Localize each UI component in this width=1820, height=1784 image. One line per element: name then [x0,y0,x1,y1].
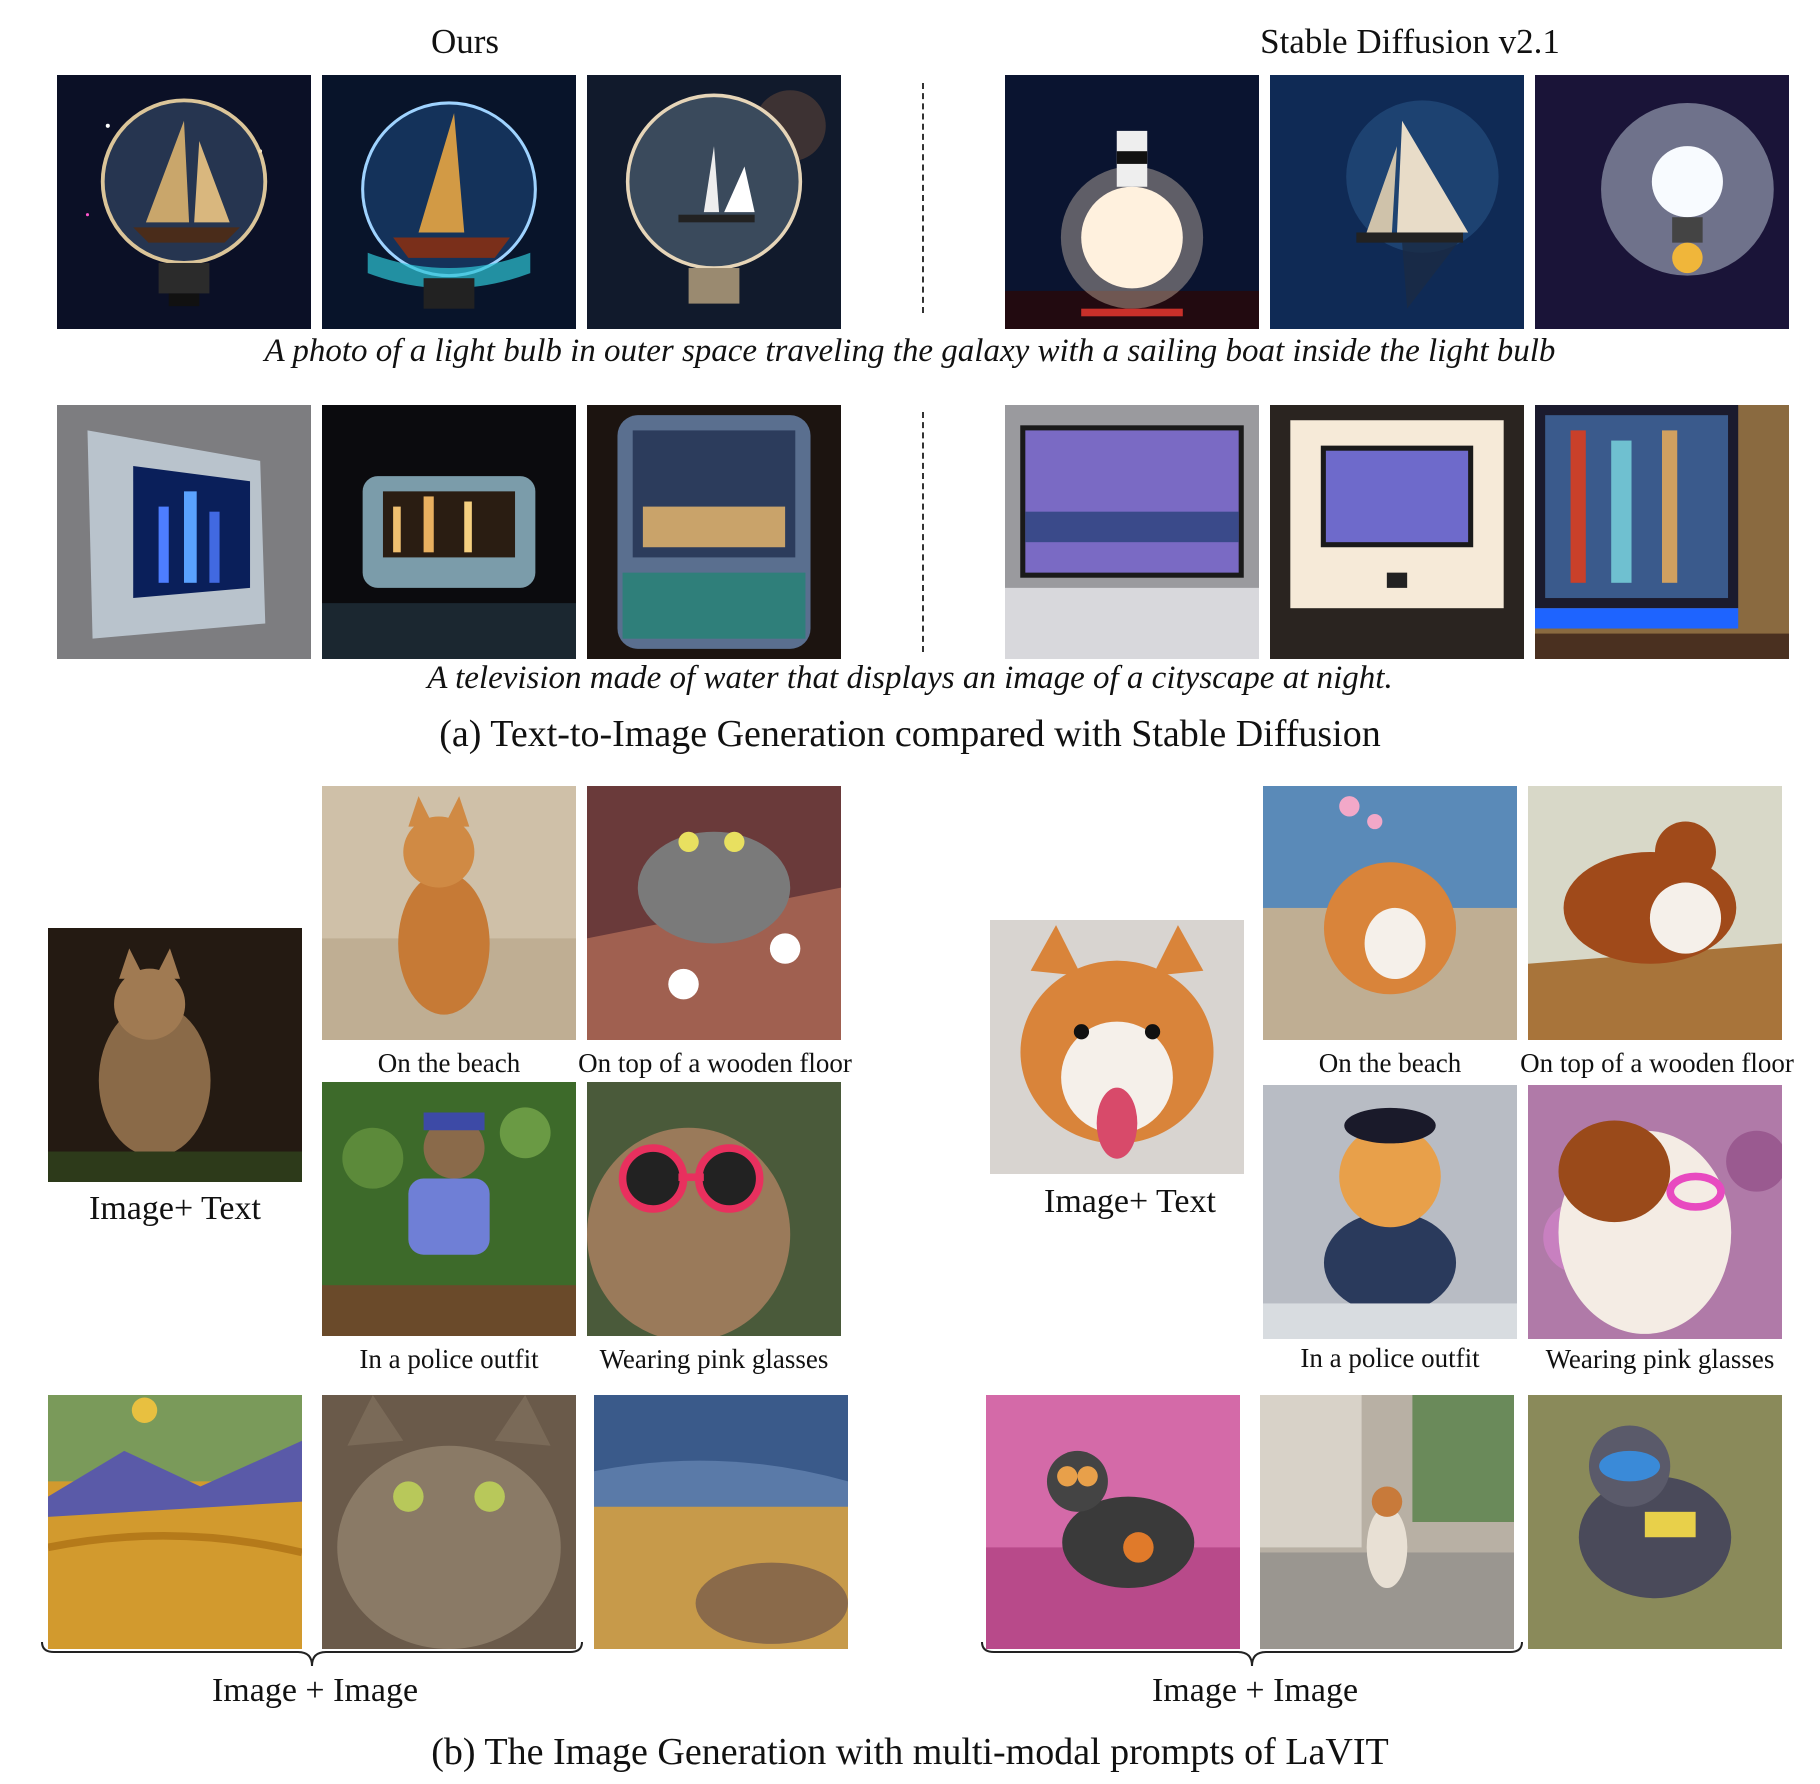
prompt-2: A television made of water that displays… [427,660,1393,696]
section-a-divider-1 [922,83,924,313]
cat-mix-input-cat [322,1395,576,1649]
prompt-1: A photo of a light bulb in outer space t… [264,333,1556,369]
dog-image-image-brace [981,1641,1523,1667]
dog-label-police: In a police outfit [1300,1343,1480,1373]
cat-wooden-floor-image [587,786,841,1040]
cat-mix-input-painting [48,1395,302,1649]
sd-tv-image-2 [1270,405,1524,659]
dog-pink-glasses-image [1528,1085,1782,1339]
ours-tv-image-1 [57,405,311,659]
cat-mix-output [594,1395,848,1649]
ours-tv-image-2 [322,405,576,659]
ours-bulb-image-1 [57,75,311,329]
sd-bulb-image-3 [1535,75,1789,329]
cat-label-police: In a police outfit [359,1344,539,1374]
caption-a: (a) Text-to-Image Generation compared wi… [439,713,1381,755]
cat-label-pink-glasses: Wearing pink glasses [599,1344,829,1374]
ours-bulb-image-3 [587,75,841,329]
cat-label-beach: On the beach [377,1048,521,1078]
cat-beach-image [322,786,576,1040]
dog-police-image [1263,1085,1517,1339]
dog-input-label: Image+ Text [1044,1183,1216,1220]
dog-label-beach: On the beach [1318,1048,1462,1078]
ours-header: Ours [430,22,500,61]
dog-wooden-floor-image [1528,786,1782,1040]
dog-input-image [990,920,1244,1174]
sd-bulb-image-2 [1270,75,1524,329]
dog-beach-image [1263,786,1517,1040]
cat-image-image-brace [41,1641,583,1667]
sd-tv-image-1 [1005,405,1259,659]
ours-tv-image-3 [587,405,841,659]
caption-b: (b) The Image Generation with multi-moda… [431,1731,1389,1773]
cat-police-image [322,1082,576,1336]
dog-label-pink-glasses: Wearing pink glasses [1545,1344,1775,1374]
cat-label-wooden-floor: On top of a wooden floor [578,1048,852,1078]
dog-mix-output [1528,1395,1782,1649]
dog-image-image-label: Image + Image [1151,1672,1359,1709]
cat-input-label: Image+ Text [89,1190,261,1227]
ours-bulb-image-2 [322,75,576,329]
dog-mix-input-robot-dog [986,1395,1240,1649]
cat-pink-glasses-image [587,1082,841,1336]
sd-tv-image-3 [1535,405,1789,659]
sd-header: Stable Diffusion v2.1 [1260,22,1560,61]
sd-bulb-image-1 [1005,75,1259,329]
dog-mix-input-street-cat [1260,1395,1514,1649]
dog-label-wooden-floor: On top of a wooden floor [1520,1048,1794,1078]
section-a-divider-2 [922,412,924,652]
cat-input-image [48,928,302,1182]
cat-image-image-label: Image + Image [211,1672,419,1709]
